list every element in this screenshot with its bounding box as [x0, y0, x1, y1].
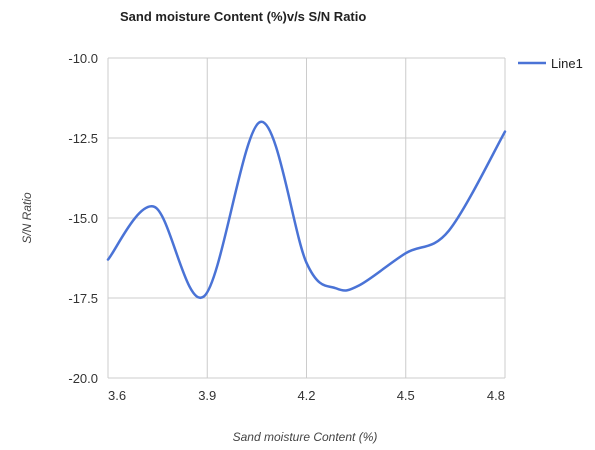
- y-tick-label: -17.5: [68, 291, 98, 306]
- y-tick-label: -12.5: [68, 131, 98, 146]
- legend-label-line1: Line1: [551, 56, 583, 71]
- y-tick-label: -10.0: [68, 51, 98, 66]
- x-tick-label: 4.2: [297, 388, 315, 403]
- y-axis-title: S/N Ratio: [20, 192, 34, 244]
- tick-layer: 3.6 3.9 4.2 4.5 4.8 -10.0 -12.5 -15.0 -17.5 -20.0: [68, 51, 505, 403]
- series-line-line1: [106, 120, 507, 299]
- y-tick-label: -15.0: [68, 211, 98, 226]
- chart-title: Sand moisture Content (%)v/s S/N Ratio: [120, 9, 366, 24]
- x-tick-label: 3.6: [108, 388, 126, 403]
- grid-layer: [107, 57, 506, 379]
- legend: Line1: [518, 56, 583, 71]
- x-tick-label: 4.5: [397, 388, 415, 403]
- series-layer: [106, 120, 507, 299]
- y-tick-label: -20.0: [68, 371, 98, 386]
- x-axis-title: Sand moisture Content (%): [233, 430, 378, 444]
- x-tick-label: 4.8: [487, 388, 505, 403]
- x-tick-label: 3.9: [198, 388, 216, 403]
